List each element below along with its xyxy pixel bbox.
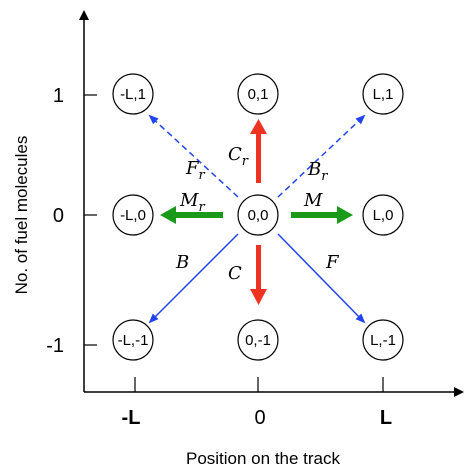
node-p1-p1: L,1 <box>362 73 404 115</box>
label-mr: Mr <box>179 190 205 215</box>
arrow-m-shaft <box>291 212 338 218</box>
arrow-b <box>148 233 239 324</box>
node-m1-m1: -L,-1 <box>112 319 154 361</box>
label-f: F <box>325 252 340 273</box>
label-cr: Cr <box>228 144 249 169</box>
y-tick-label-0: 0 <box>53 205 64 227</box>
node-label: L,-1 <box>370 332 396 349</box>
label-br: Br <box>307 159 328 184</box>
x-tick-label-mL: -L <box>122 407 141 429</box>
y-axis-label: No. of fuel molecules <box>12 136 31 295</box>
x-axis-label: Position on the track <box>186 449 341 468</box>
label-m: M <box>303 190 323 211</box>
arrow-br <box>277 114 366 198</box>
x-tick-label-0: 0 <box>254 407 265 429</box>
node-label: L,0 <box>373 207 394 224</box>
arrow-cr-head <box>250 119 267 134</box>
arrow-cr-shaft <box>256 133 261 183</box>
arrow-f <box>277 233 366 324</box>
node-label: 0,0 <box>248 207 269 224</box>
label-c: C <box>228 263 242 284</box>
node-p1-m1: L,-1 <box>362 319 404 361</box>
node-m1-0: -L,0 <box>112 194 154 236</box>
label-fr: Fr <box>185 158 206 183</box>
node-label: 0,-1 <box>245 332 271 349</box>
node-label: 0,1 <box>248 86 269 103</box>
label-b: B <box>175 252 189 273</box>
node-label: -L,1 <box>120 86 146 103</box>
arrow-mr-shaft <box>175 212 223 218</box>
node-label: -L,-1 <box>118 332 149 349</box>
node-label: -L,0 <box>120 207 146 224</box>
y-tick-label-1: 1 <box>53 85 64 107</box>
node-0-p1: 0,1 <box>237 73 279 115</box>
y-tick-label-m1: -1 <box>46 335 64 357</box>
arrow-c-head <box>250 289 267 305</box>
arrow-mr-head <box>160 206 176 224</box>
arrow-m-head <box>337 206 353 224</box>
node-m1-p1: -L,1 <box>112 73 154 115</box>
node-0-m1: 0,-1 <box>237 319 279 361</box>
arrow-fr <box>148 114 239 198</box>
x-tick-label-L: L <box>380 407 392 429</box>
node-label: L,1 <box>373 86 394 103</box>
node-0-0: 0,0 <box>237 194 279 236</box>
node-p1-0: L,0 <box>362 194 404 236</box>
arrow-c-shaft <box>256 245 261 291</box>
